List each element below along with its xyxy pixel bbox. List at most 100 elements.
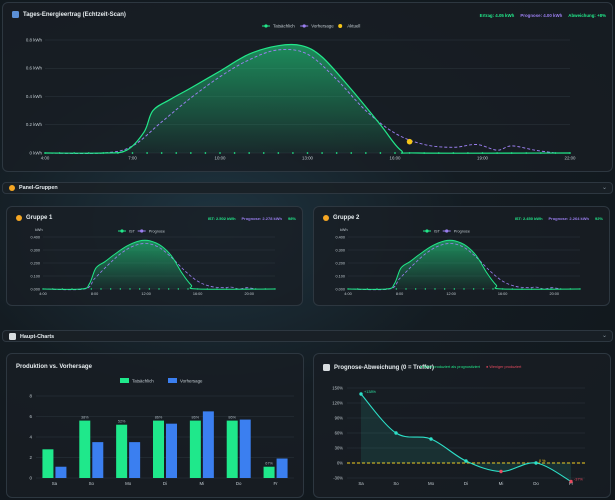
y-tick-label: 0.000	[335, 287, 345, 291]
data-point	[235, 288, 238, 290]
forecast-line	[42, 243, 256, 291]
panel-groups-section[interactable]: Panel-Gruppen ⌄	[2, 182, 613, 194]
x-tick-label: Do	[236, 481, 242, 486]
x-tick-label: Mi	[499, 481, 504, 486]
data-point	[245, 288, 247, 290]
data-point	[347, 288, 349, 290]
actual-line	[42, 239, 276, 290]
data-point	[254, 288, 257, 290]
data-point	[376, 288, 378, 290]
y-tick-label: 120%	[332, 401, 343, 406]
x-tick-label: 8:00	[91, 292, 98, 296]
x-tick-label: 16:00	[193, 292, 203, 296]
data-point	[206, 288, 209, 290]
data-point	[321, 152, 323, 154]
y-tick-label: 30%	[335, 446, 344, 451]
daily-energy-title: Tages-Energieertrag (Echtzeit-Scan)	[12, 11, 126, 18]
data-point	[44, 152, 46, 154]
bar-data-label: 52%	[118, 420, 126, 424]
data-point	[117, 152, 119, 154]
legend-label: Vorhersage	[180, 379, 203, 384]
data-point	[530, 288, 533, 290]
legend-swatch-dot	[425, 229, 429, 233]
data-point	[148, 288, 151, 290]
deviation-point	[394, 431, 398, 435]
group1-prognose: Prognose: 2.278 kWh	[241, 216, 282, 221]
legend-swatch	[120, 378, 129, 383]
y-tick-label: 0.300	[30, 248, 40, 252]
stat-prognose: Prognose: 4.00 kWh	[520, 13, 563, 18]
x-tick-label: 13:00	[302, 155, 314, 160]
data-point	[335, 152, 338, 154]
data-point	[102, 152, 105, 154]
x-tick-label: 19:00	[477, 155, 489, 160]
x-tick-label: 20:00	[244, 292, 254, 296]
group2-stats: IST: 2.450 kWh Prognose: 2.264 kWh 92%	[515, 216, 603, 221]
bar-actual	[189, 420, 201, 478]
main-charts-section[interactable]: Haupt-Charts ⌄	[2, 330, 613, 342]
data-point	[216, 288, 218, 290]
data-point	[225, 288, 228, 290]
collapse-chevron-icon[interactable]: ⌄	[601, 333, 607, 339]
legend-label: Tatsächlich	[273, 24, 295, 29]
x-tick-label: Di	[163, 481, 167, 486]
sun-icon	[16, 215, 22, 221]
x-tick-label: Mo	[125, 481, 132, 486]
data-point	[306, 152, 309, 154]
bar-forecast	[55, 466, 67, 478]
data-point	[61, 288, 64, 290]
x-tick-label: 12:00	[141, 292, 151, 296]
actual-area-fill	[348, 240, 580, 290]
data-point	[501, 288, 504, 290]
data-point	[364, 152, 367, 154]
bar-actual	[226, 420, 238, 478]
x-tick-label: 4:00	[344, 292, 351, 296]
bar-forecast	[92, 442, 104, 478]
y-tick-label: 0.2 kWh	[26, 122, 43, 127]
bar-actual	[116, 424, 128, 478]
y-tick-label: 0.200	[30, 261, 40, 265]
data-point	[569, 152, 571, 154]
deviation-card: Prognose-Abweichung (0 = Treffer)	[313, 353, 611, 498]
deviation-point	[359, 392, 363, 396]
deviation-point	[534, 461, 538, 465]
data-point	[264, 288, 267, 290]
bar-data-label: 86%	[192, 416, 200, 420]
data-point	[395, 288, 398, 290]
x-tick-label: Fr	[569, 481, 574, 486]
y-tick-label: 0	[30, 476, 33, 481]
data-point	[423, 152, 426, 154]
x-tick-label: 10:00	[215, 155, 227, 160]
current-point	[406, 138, 413, 145]
data-point	[277, 152, 280, 154]
deviation-point	[464, 459, 468, 463]
main-charts-label: Haupt-Charts	[20, 333, 55, 340]
y-tick-label: -30%	[333, 476, 343, 481]
data-point	[463, 288, 465, 290]
data-point	[187, 288, 189, 290]
forecast-line	[347, 243, 561, 291]
bar-forecast	[276, 458, 288, 478]
daily-energy-chart: 0 kWh 0.2 kWh 0.4 kWh 0.6 kWh 0.8 kWh 4:00 7:0…	[26, 24, 576, 161]
data-point	[138, 288, 141, 290]
panel-groups-label: Panel-Gruppen	[19, 185, 58, 191]
data-point	[80, 288, 83, 290]
data-point	[482, 288, 485, 290]
y-tick-label: 0.4 kWh	[26, 94, 43, 99]
x-tick-label: Mi	[200, 481, 205, 486]
group1-title: Gruppe 1	[16, 215, 52, 221]
data-point	[521, 288, 523, 290]
data-point	[550, 288, 552, 290]
data-point	[569, 288, 572, 290]
data-point	[467, 152, 469, 154]
actual-area-fill	[43, 240, 275, 290]
data-point	[511, 288, 514, 290]
legend-swatch-dot	[302, 24, 306, 28]
data-point	[42, 288, 44, 290]
collapse-chevron-icon[interactable]: ⌄	[601, 185, 607, 191]
x-tick-label: 8:00	[396, 292, 403, 296]
deviation-label: -37%	[574, 478, 583, 482]
deviation-title-text: Prognose-Abweichung (0 = Treffer)	[334, 364, 434, 371]
data-point	[496, 152, 498, 154]
